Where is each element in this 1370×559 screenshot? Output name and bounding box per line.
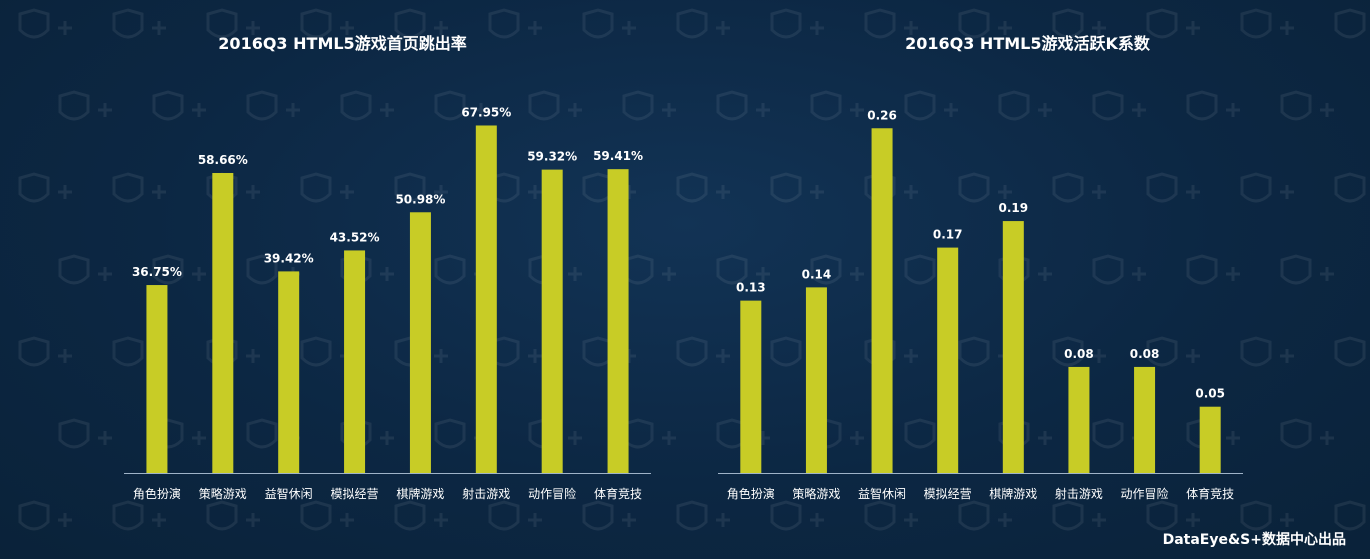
x-tick-label: 动作冒险 (528, 486, 576, 501)
x-tick-label: 棋牌游戏 (989, 487, 1037, 501)
bar (344, 250, 366, 473)
bar (541, 169, 563, 473)
x-tick-label: 体育竞技 (594, 486, 642, 501)
data-label: 0.08 (1064, 347, 1094, 361)
data-label: 67.95% (461, 105, 511, 119)
x-tick-label: 策略游戏 (199, 486, 247, 501)
bar (740, 300, 762, 473)
x-tick-label: 角色扮演 (133, 486, 181, 501)
x-tick-label: 策略游戏 (792, 486, 840, 501)
data-label: 43.52% (330, 230, 380, 244)
bar (409, 212, 431, 473)
data-label: 0.14 (802, 267, 832, 281)
footer-credit: DataEye&S+数据中心出品 (1162, 532, 1346, 548)
x-tick-label: 体育竞技 (1186, 486, 1234, 501)
data-label: 36.75% (132, 265, 182, 279)
data-label: 50.98% (395, 192, 445, 206)
data-label: 0.17 (933, 228, 963, 242)
bar (1199, 406, 1221, 473)
bar (805, 287, 827, 473)
data-label: 0.05 (1195, 387, 1225, 401)
bounce-rate-chart: 2016Q3 HTML5游戏首页跳出率 36.75% 角色扮演 58.66% 策略游戏… (0, 0, 685, 501)
bar (475, 125, 497, 473)
data-label: 39.42% (264, 251, 314, 265)
x-tick-label: 模拟经营 (331, 487, 379, 501)
bar (1002, 221, 1024, 473)
x-tick-label: 模拟经营 (924, 487, 972, 501)
x-tick-label: 射击游戏 (462, 486, 510, 501)
bar (871, 128, 893, 473)
x-tick-label: 益智休闲 (858, 486, 906, 501)
k-factor-chart: 2016Q3 HTML5游戏活跃K系数 0.13 角色扮演 0.14 策略游戏 0.26… (685, 0, 1370, 501)
bar (212, 172, 234, 473)
chart-title-bounce-rate: 2016Q3 HTML5游戏首页跳出率 (218, 34, 467, 53)
k-factor-plot: 0.13 角色扮演 0.14 策略游戏 0.26 益智休闲 0.17 模拟经营 0.19 棋牌游戏… (718, 108, 1243, 501)
x-tick-label: 益智休闲 (265, 486, 313, 501)
bar (607, 169, 629, 473)
data-label: 0.26 (867, 108, 897, 122)
data-label: 58.66% (198, 153, 248, 167)
bar (937, 247, 959, 473)
chart-title-k-factor: 2016Q3 HTML5游戏活跃K系数 (905, 34, 1150, 53)
bar (1134, 366, 1156, 473)
data-label: 0.08 (1130, 347, 1160, 361)
x-tick-label: 射击游戏 (1055, 486, 1103, 501)
data-label: 59.32% (527, 150, 577, 164)
bar (1068, 366, 1090, 473)
x-tick-label: 角色扮演 (727, 486, 775, 501)
data-label: 0.13 (736, 281, 766, 295)
bar (146, 285, 168, 473)
bar (278, 271, 300, 473)
bounce-rate-plot: 36.75% 角色扮演 58.66% 策略游戏 39.42% 益智休闲 43.52% 模拟经营… (124, 105, 651, 501)
data-label: 0.19 (999, 201, 1029, 215)
x-tick-label: 棋牌游戏 (396, 487, 444, 501)
data-label: 59.41% (593, 149, 643, 163)
x-tick-label: 动作冒险 (1121, 486, 1169, 501)
